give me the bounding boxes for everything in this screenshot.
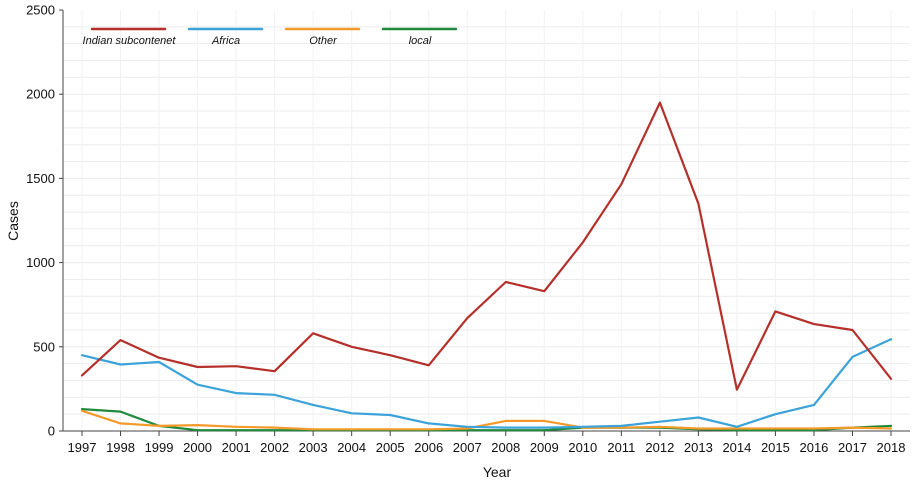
x-tick-label: 2008 <box>491 440 520 455</box>
series-line-other <box>80 409 893 431</box>
x-tick-label: 2016 <box>799 440 828 455</box>
x-tick-label: 2003 <box>299 440 328 455</box>
x-tick-label: 2012 <box>645 440 674 455</box>
legend-label: Indian subcontenet <box>83 35 177 47</box>
legend-label: Africa <box>211 35 240 47</box>
x-tick-label: 2011 <box>607 440 635 455</box>
x-tick-label: 2018 <box>877 440 906 455</box>
x-tick-label: 2015 <box>761 440 790 455</box>
x-tick-label: 2001 <box>222 440 251 455</box>
x-tick-label: 2006 <box>414 440 443 455</box>
x-tick-label: 2002 <box>260 440 289 455</box>
series-line-indian-subcontenet <box>80 101 893 391</box>
x-tick-label: 2010 <box>568 440 597 455</box>
y-tick-label: 1000 <box>26 255 55 270</box>
y-axis-title: Cases <box>5 201 21 241</box>
grid-layer <box>63 10 910 431</box>
x-tick-label: 2004 <box>337 440 366 455</box>
x-tick-label: 2005 <box>376 440 405 455</box>
y-tick-label: 1500 <box>26 171 55 186</box>
x-tick-label: 2000 <box>183 440 212 455</box>
x-tick-label: 1998 <box>106 440 135 455</box>
y-tick-label: 500 <box>33 339 55 354</box>
x-tick-label: 1999 <box>145 440 174 455</box>
legend-label: Other <box>309 35 338 47</box>
x-tick-label: 2009 <box>530 440 559 455</box>
legend: Indian subcontenet Africa Other local <box>83 27 458 47</box>
series-line-africa <box>80 338 893 429</box>
legend-label: local <box>409 35 432 47</box>
y-tick-label: 0 <box>48 424 55 439</box>
x-axis-title: Year <box>483 464 512 480</box>
series-layer <box>80 101 893 432</box>
x-tick-label: 2014 <box>722 440 751 455</box>
x-tick-label: 2013 <box>684 440 713 455</box>
y-tick-label: 2000 <box>26 87 55 102</box>
x-tick-label: 1997 <box>68 440 97 455</box>
y-tick-label: 2500 <box>26 3 55 18</box>
x-tick-label: 2007 <box>453 440 482 455</box>
series-line-local <box>80 408 893 432</box>
x-tick-label: 2017 <box>838 440 867 455</box>
